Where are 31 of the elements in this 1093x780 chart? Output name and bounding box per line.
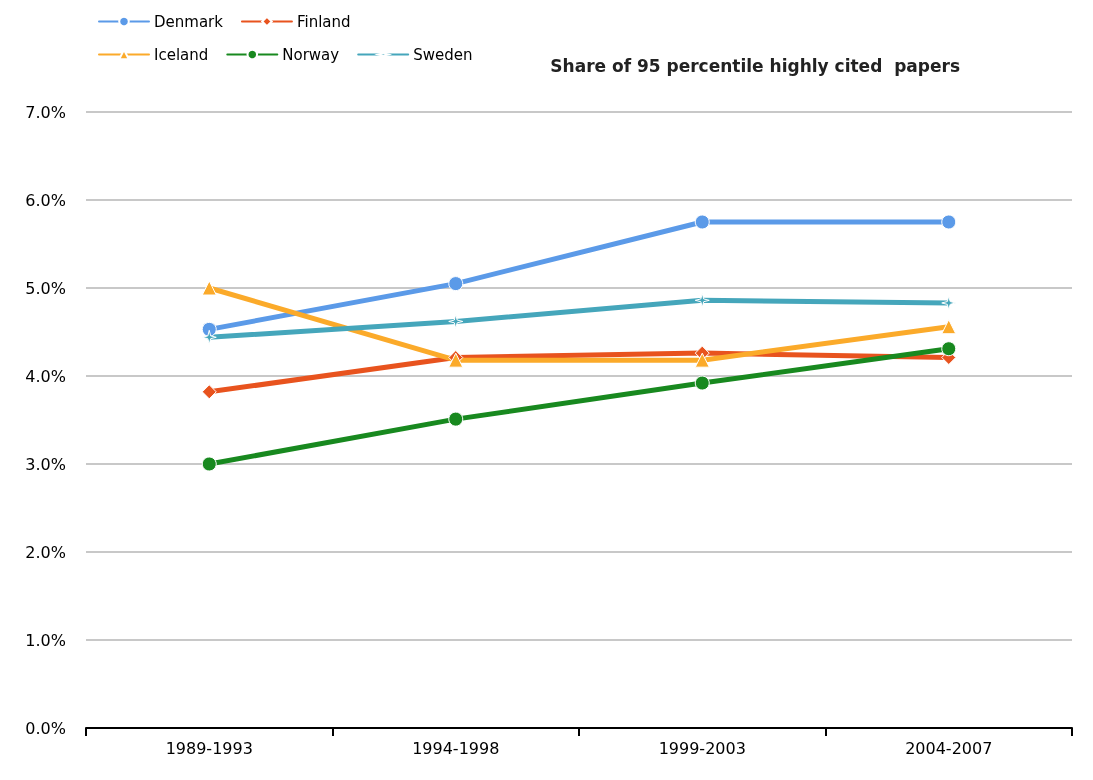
point: [201, 384, 217, 400]
point: [694, 214, 710, 230]
x-tick-label: 1994-1998: [412, 738, 500, 758]
chart-title: Share of 95 percentile highly cited papers: [550, 55, 961, 76]
y-tick-label: 6.0%: [25, 190, 66, 210]
y-tick-label: 7.0%: [25, 102, 66, 122]
point: [448, 276, 464, 292]
legend-label: Finland: [296, 12, 351, 31]
point: [694, 352, 710, 368]
x-tick-label: 1989-1993: [165, 738, 253, 758]
point: [941, 214, 957, 230]
y-tick-label: 1.0%: [25, 630, 66, 650]
y-tick-label: 2.0%: [25, 542, 66, 562]
legend-label: Denmark: [154, 12, 224, 31]
point: [694, 375, 710, 391]
point: [201, 456, 217, 472]
legend-label: Sweden: [413, 45, 473, 64]
point: [941, 341, 957, 357]
y-tick-label: 4.0%: [25, 366, 66, 386]
y-tick-label: 5.0%: [25, 278, 66, 298]
y-tick-label: 3.0%: [25, 454, 66, 474]
point: [941, 295, 957, 311]
point: [448, 411, 464, 427]
point: [201, 280, 217, 296]
x-tick-label: 1999-2003: [658, 738, 746, 758]
legend-label: Iceland: [154, 45, 209, 64]
point: [941, 319, 957, 335]
x-tick-label: 2004-2007: [905, 738, 993, 758]
y-tick-label: 0.0%: [25, 718, 66, 738]
legend-label: Norway: [282, 45, 340, 64]
point: [694, 292, 710, 308]
